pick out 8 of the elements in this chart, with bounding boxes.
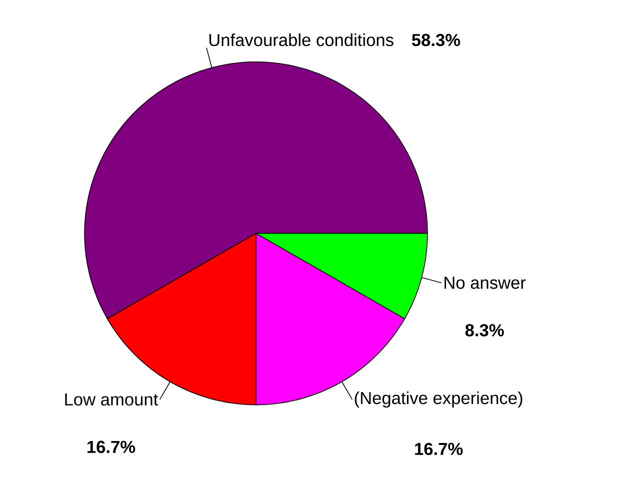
data-label: 16.7% xyxy=(415,442,463,456)
data-label: 16.7% xyxy=(88,440,136,454)
slice-label: (Negative experience) xyxy=(354,391,522,408)
slice-label: Unfavourable conditions xyxy=(209,33,394,46)
slice-label: Low amount xyxy=(65,394,158,406)
data-label: 58.3% xyxy=(412,34,460,46)
slice-label: No answer xyxy=(444,276,526,289)
data-label: 8.3% xyxy=(465,324,504,336)
